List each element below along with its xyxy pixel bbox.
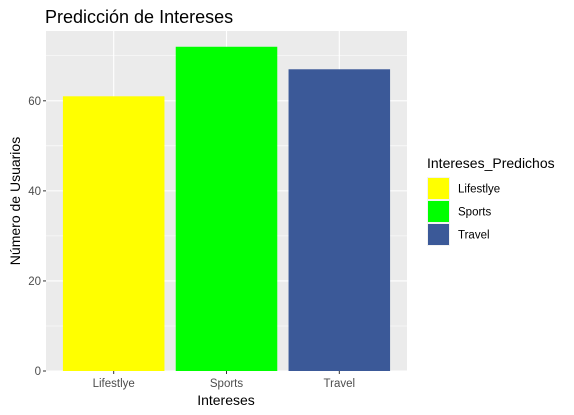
- chart-title: Predicción de Intereses: [45, 7, 233, 27]
- legend-swatch: [428, 178, 449, 199]
- bar: [63, 96, 165, 371]
- y-tick-label: 20: [28, 276, 41, 288]
- y-axis-title: Número de Usuarios: [7, 137, 23, 265]
- y-tick-label: 60: [28, 96, 41, 108]
- y-tick-label: 40: [28, 186, 41, 198]
- bar: [176, 47, 278, 371]
- x-tick-label: Travel: [324, 378, 356, 390]
- legend-swatch: [428, 224, 449, 245]
- legend-label: Lifestlye: [458, 184, 500, 196]
- legend-label: Sports: [458, 207, 491, 219]
- x-axis: Lifestlye Sports Travel: [93, 371, 355, 390]
- legend-swatch: [428, 201, 449, 222]
- legend-title: Intereses_Predichos: [427, 155, 555, 171]
- x-axis-title: Intereses: [197, 392, 255, 408]
- y-tick-label: 0: [35, 366, 41, 378]
- x-tick-label: Sports: [210, 378, 243, 390]
- legend-label: Travel: [458, 230, 490, 242]
- x-tick-label: Lifestlye: [93, 378, 135, 390]
- legend: Intereses_Predichos Lifestlye Sports Trave…: [427, 155, 555, 246]
- bar: [289, 69, 391, 371]
- y-axis: 0 20 40 60: [28, 96, 46, 378]
